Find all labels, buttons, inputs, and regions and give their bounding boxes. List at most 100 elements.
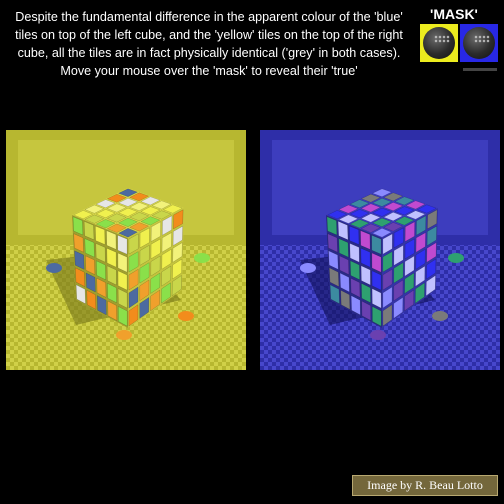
cube-tile	[349, 209, 370, 219]
cube-tile	[83, 220, 95, 241]
cube-tile	[118, 306, 128, 327]
cube-tile	[416, 204, 437, 214]
cube-tile	[426, 258, 437, 280]
cube-tile	[129, 202, 150, 211]
cube-tile	[350, 277, 361, 298]
cube-tile	[128, 268, 139, 291]
cube-tile	[139, 244, 150, 266]
cube-tile	[360, 247, 371, 268]
cube-tile	[84, 204, 105, 214]
cube-tile	[382, 233, 393, 255]
cube-tile	[129, 222, 150, 232]
cube-tile	[95, 225, 106, 245]
floor-tile	[448, 253, 464, 263]
cube-tile	[161, 248, 172, 270]
cube-tile	[117, 217, 139, 227]
cube-tile	[172, 225, 183, 247]
cube-tile	[173, 209, 184, 230]
mask-yellow-swatch[interactable]	[420, 24, 458, 62]
cube-tile	[74, 250, 85, 270]
floor-tile	[300, 263, 316, 273]
cube-tile	[117, 288, 128, 309]
cube-tile	[372, 306, 382, 327]
cube-tile	[96, 277, 107, 298]
cube-tile	[371, 207, 393, 217]
cube-tile	[339, 255, 350, 276]
cube-tile	[361, 282, 371, 304]
mask-blue-swatch[interactable]	[460, 24, 498, 62]
cube-tile	[95, 199, 116, 209]
mask-caption	[463, 68, 497, 71]
cube-tile	[426, 242, 437, 263]
right-cube-illusion	[260, 130, 500, 370]
cube-tile	[415, 248, 426, 270]
cube-tile	[382, 304, 393, 327]
cube-tile	[75, 267, 86, 288]
cube-tile	[383, 202, 404, 211]
cube-tile	[139, 227, 150, 249]
cube-tile	[128, 286, 139, 309]
cube-tile	[329, 267, 340, 288]
cube-tile	[128, 304, 139, 327]
cube-tile	[404, 255, 415, 277]
cube-tile	[150, 272, 161, 294]
left-cube-illusion	[6, 130, 246, 370]
cube-tile	[425, 275, 436, 297]
cube-tile	[349, 225, 360, 245]
floor-tile	[178, 311, 194, 321]
cube-tile	[404, 238, 415, 260]
cube-tile	[161, 282, 171, 304]
cube-tile	[349, 243, 360, 263]
cube-tile	[128, 233, 139, 255]
cube-tile	[150, 255, 161, 277]
cube-tile	[95, 243, 106, 263]
cube-tile	[84, 214, 105, 224]
cube-tile	[117, 188, 139, 197]
cube-tile	[150, 221, 161, 242]
cube-tile	[393, 227, 404, 249]
cube-tile	[371, 270, 382, 291]
cube-tile	[360, 223, 381, 233]
cube-tile	[394, 196, 415, 206]
cube-tile	[349, 199, 370, 209]
cube-tile	[427, 209, 438, 230]
cube-tile	[360, 265, 371, 286]
cube-tile	[85, 255, 96, 276]
cube-tile	[139, 279, 150, 302]
cube-tile	[371, 188, 393, 197]
cube-tile	[140, 196, 161, 206]
cube-tile	[117, 252, 128, 273]
cube-tile	[106, 223, 127, 233]
cube-tile	[128, 251, 139, 273]
cube-tile	[416, 215, 427, 236]
cube-tile	[106, 230, 117, 250]
cube-tile	[84, 238, 95, 258]
cube-tile	[404, 289, 415, 312]
cube-tile	[140, 206, 161, 216]
cube-tile	[107, 300, 118, 321]
cube-tile	[73, 233, 84, 253]
cube-tile	[350, 260, 360, 281]
cube-tile	[95, 209, 116, 219]
cube-tile	[117, 207, 139, 217]
floor-tile	[194, 253, 210, 263]
cube-tile	[383, 212, 404, 222]
cube-tile	[327, 233, 338, 253]
mask-button[interactable]	[420, 24, 498, 64]
cube-tile	[150, 238, 161, 260]
cube-tile	[329, 284, 340, 305]
floor-tile	[116, 330, 132, 340]
cube-tile	[106, 193, 127, 203]
cube-tile	[327, 210, 348, 220]
cube-tile	[151, 210, 172, 220]
mask-icon	[463, 27, 495, 59]
cube-tile	[371, 198, 393, 207]
cube-tile	[140, 216, 161, 226]
cube-tile	[117, 270, 128, 291]
cube-tile	[360, 213, 381, 223]
cube-tile	[382, 286, 393, 309]
cube-tile	[415, 282, 425, 304]
cube-tile	[339, 272, 350, 293]
cube-tile	[172, 242, 183, 263]
cube-tile	[405, 200, 426, 210]
